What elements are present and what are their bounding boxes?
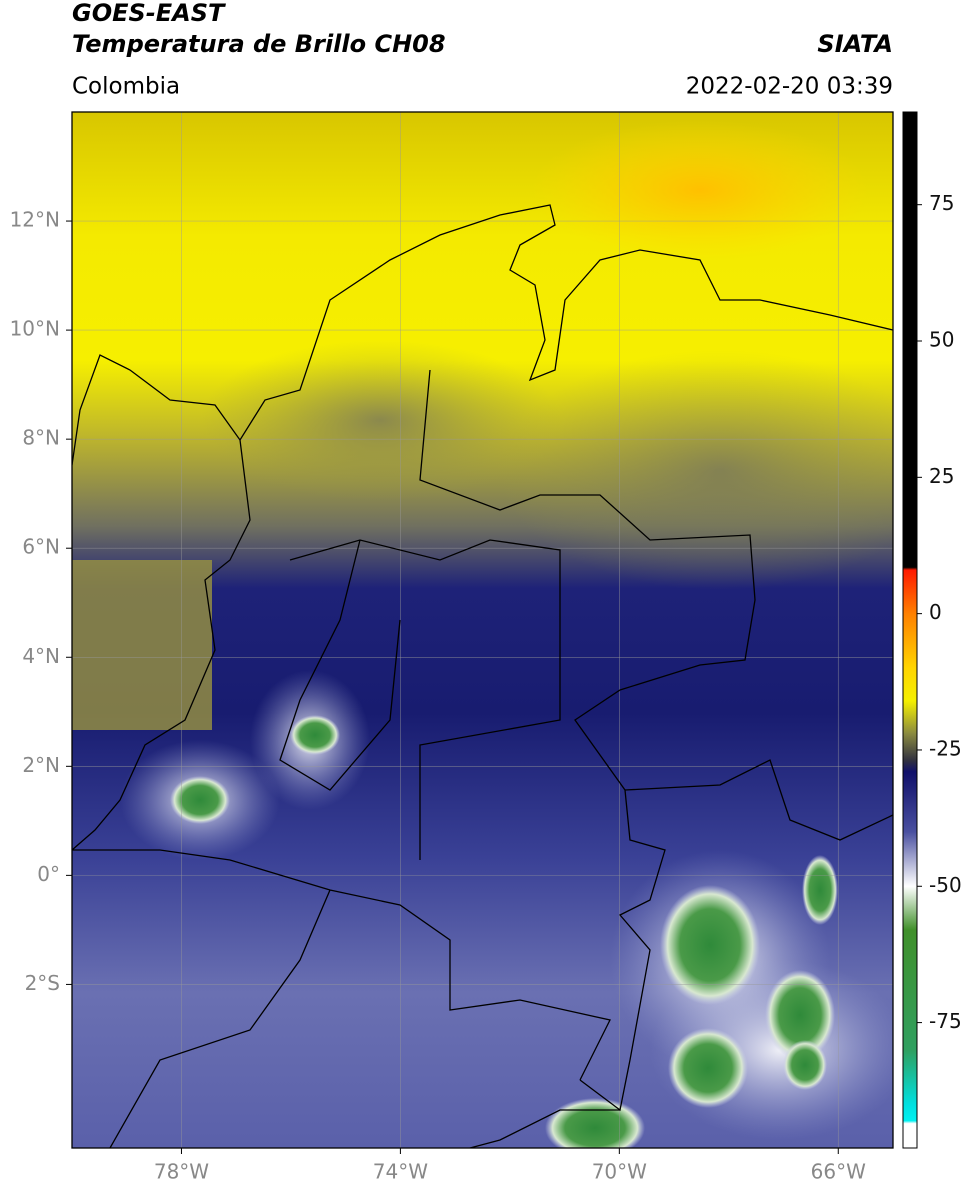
colorbar-tick-label: 50 xyxy=(929,328,954,352)
map-frame xyxy=(71,111,894,1149)
title: GOES-EAST xyxy=(72,0,226,27)
y-tick-label: 12°N xyxy=(10,208,60,232)
x-tick-label: 78°W xyxy=(154,1160,209,1184)
y-tick-label: 8°N xyxy=(22,426,60,450)
colorbar-tick-label: -50 xyxy=(929,873,962,897)
satellite-image xyxy=(72,112,893,1148)
axis-ticks: 78°W 74°W 70°W 66°W 12°N 10°N 8°N 6°N 4°N 2°N 0° 2°… xyxy=(10,208,867,1184)
colorbar-tick-label: 75 xyxy=(929,191,954,215)
x-tick-label: 74°W xyxy=(373,1160,428,1184)
subtitle: Temperatura de Brillo CH08 xyxy=(72,30,446,58)
region: Colombia xyxy=(72,74,180,100)
y-tick-label: 0° xyxy=(37,862,60,886)
graticule xyxy=(72,112,893,1148)
colorbar-tick-label: 25 xyxy=(929,464,954,488)
y-tick-label: 4°N xyxy=(22,644,60,668)
y-tick-label: 2°S xyxy=(25,971,60,995)
timestamp: 2022-02-20 03:39 xyxy=(686,74,893,100)
y-tick-label: 2°N xyxy=(22,753,60,777)
x-tick-label: 70°W xyxy=(592,1160,647,1184)
colorbar-tick-label: 0 xyxy=(929,600,942,624)
x-tick-label: 66°W xyxy=(811,1160,866,1184)
y-tick-label: 6°N xyxy=(22,535,60,559)
borders xyxy=(72,204,893,1148)
source: SIATA xyxy=(817,30,893,58)
y-tick-label: 10°N xyxy=(10,317,60,341)
colorbar-tick-label: -25 xyxy=(929,736,962,760)
colorbar: 75 50 25 0 -25 -50 -75 xyxy=(902,111,962,1149)
colorbar-scale xyxy=(902,111,918,1149)
colorbar-tick-label: -75 xyxy=(929,1009,962,1033)
